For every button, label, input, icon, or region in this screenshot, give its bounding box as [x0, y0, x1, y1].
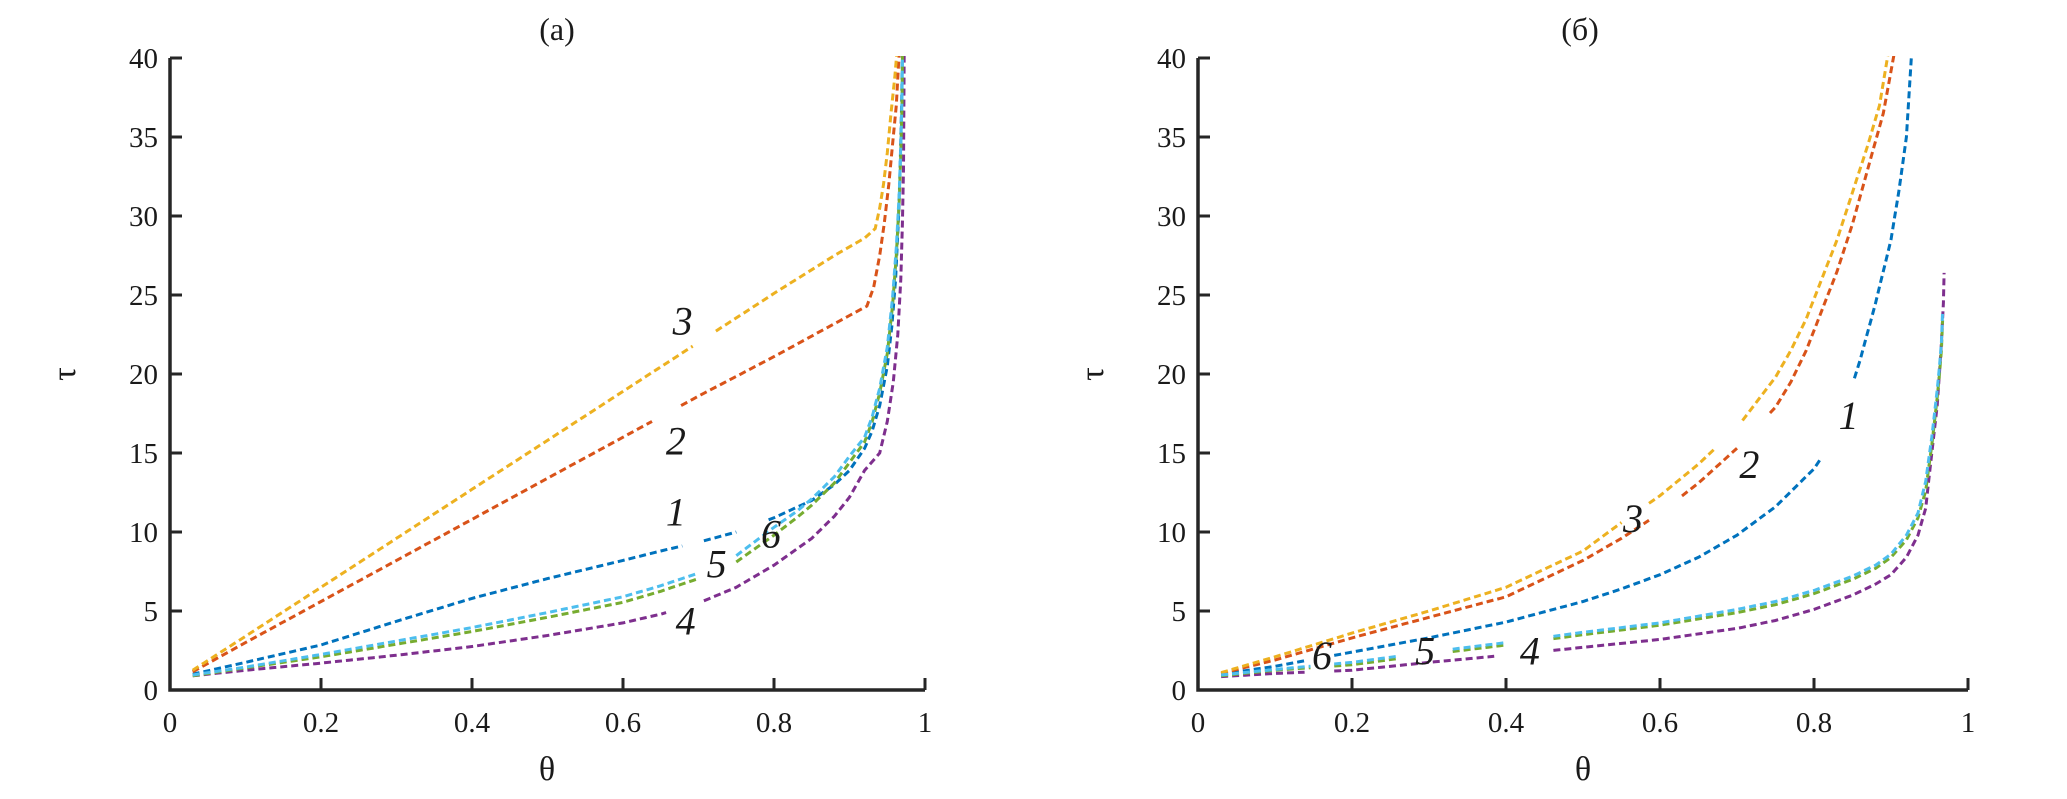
y-axis-label: τ — [46, 367, 83, 381]
y-tick-label: 40 — [1157, 43, 1186, 75]
x-tick-label: 0.6 — [605, 707, 641, 739]
y-tick-label: 5 — [1172, 596, 1187, 628]
y-tick-label: 20 — [1157, 359, 1186, 391]
x-tick-label: 1 — [1961, 707, 1976, 739]
y-tick-label: 30 — [129, 201, 158, 233]
y-tick-label: 20 — [129, 359, 158, 391]
curve-5 — [1220, 320, 1945, 678]
y-tick-label: 0 — [144, 675, 159, 707]
panel-title: (б) — [1561, 11, 1599, 47]
y-tick-label: 35 — [1157, 122, 1186, 154]
x-tick-label: 0 — [1191, 707, 1206, 739]
curve-6 — [192, 56, 904, 677]
curve-label-1: 1 — [1839, 393, 1859, 438]
curve-6 — [1220, 310, 1945, 677]
curve-label-5: 5 — [1415, 629, 1435, 674]
curve-label-2: 2 — [1739, 442, 1759, 487]
y-axis-label: τ — [1074, 367, 1111, 381]
x-tick-label: 0.4 — [1488, 707, 1525, 739]
curve-3 — [191, 56, 899, 672]
y-tick-label: 25 — [1157, 280, 1186, 312]
y-tick-label: 15 — [1157, 438, 1186, 470]
panel-б: 0 0.2 0.4 0.6 0.8 10510152025303540123456(б)θ… — [1074, 11, 1975, 788]
x-tick-label: 0.8 — [756, 707, 792, 739]
axis-spines — [1196, 58, 1968, 692]
x-tick-label: 0.2 — [1334, 707, 1370, 739]
x-tick-label: 0.8 — [1796, 707, 1832, 739]
y-tick-label: 35 — [129, 122, 158, 154]
curve-label-2: 2 — [666, 418, 686, 463]
x-tick-label: 0.2 — [303, 707, 339, 739]
y-tick-label: 0 — [1172, 675, 1187, 707]
x-tick-label: 1 — [918, 707, 933, 739]
y-tick-label: 25 — [129, 280, 158, 312]
curve-4 — [1221, 272, 1946, 679]
y-tick-label: 5 — [144, 596, 159, 628]
panel-a: 0 0.2 0.4 0.6 0.8 10510152025303540123456(a)θ… — [46, 11, 932, 788]
panel-title: (a) — [539, 11, 575, 47]
curve-label-6: 6 — [1312, 633, 1332, 678]
curve-label-6: 6 — [761, 512, 781, 557]
curve-2 — [1220, 56, 1896, 675]
x-axis-label: θ — [1575, 751, 1591, 788]
curve-label-3: 3 — [672, 298, 693, 343]
curve-4 — [192, 56, 906, 678]
y-tick-label: 10 — [129, 517, 158, 549]
curve-label-4: 4 — [1520, 629, 1540, 674]
x-tick-label: 0.6 — [1642, 707, 1678, 739]
curve-3 — [1220, 56, 1890, 675]
curve-label-1: 1 — [666, 489, 686, 534]
curve-label-5: 5 — [707, 542, 727, 587]
y-tick-label: 15 — [129, 438, 158, 470]
curve-2 — [191, 56, 901, 674]
x-tick-label: 0 — [163, 707, 178, 739]
curve-label-4: 4 — [676, 598, 696, 643]
y-tick-label: 30 — [1157, 201, 1186, 233]
y-tick-label: 40 — [129, 43, 158, 75]
x-tick-label: 0.4 — [454, 707, 491, 739]
curve-5 — [192, 56, 904, 678]
curve-1 — [1220, 56, 1913, 676]
curve-label-3: 3 — [1622, 496, 1643, 541]
y-tick-label: 10 — [1157, 517, 1186, 549]
curve-1 — [192, 56, 904, 676]
axis-spines — [168, 58, 925, 692]
x-axis-label: θ — [539, 751, 555, 788]
